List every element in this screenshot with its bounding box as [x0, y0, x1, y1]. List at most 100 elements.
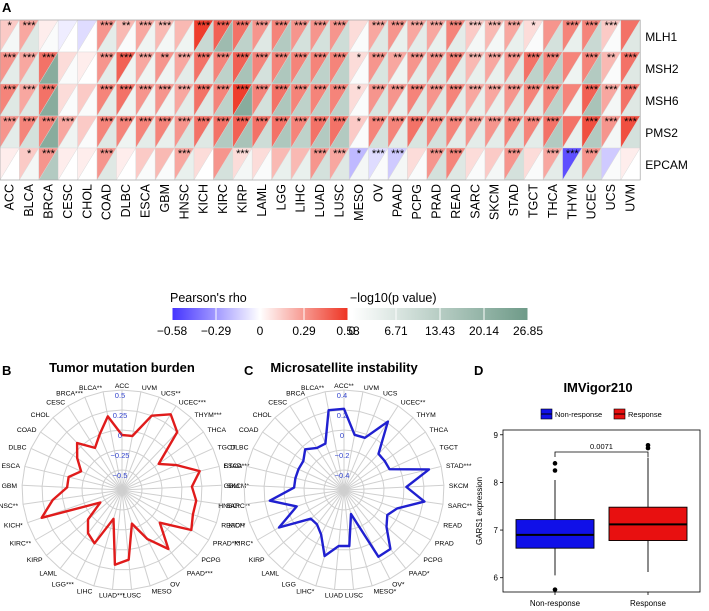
- significance-stars: ***: [23, 52, 37, 64]
- radar-ring: [283, 429, 405, 551]
- radar-title: Tumor mutation burden: [49, 360, 195, 375]
- significance-stars: ***: [624, 116, 638, 128]
- radar-spoke: [75, 489, 123, 580]
- radar-spoke: [281, 489, 345, 569]
- radar-axis-label: KICH*: [4, 522, 23, 529]
- significance-stars: **: [122, 20, 131, 32]
- radar-axis-label: KIRC**: [10, 541, 32, 548]
- pvalue-legend-title: −log10(p value): [350, 291, 437, 305]
- significance-stars: ***: [469, 116, 483, 128]
- radar-axis-label: THYM***: [195, 412, 223, 419]
- cancer-tick-label: STAD: [507, 184, 521, 216]
- radar-spoke: [343, 489, 420, 556]
- pvalue-tick-label: 26.85: [513, 324, 543, 338]
- radar-axis-label: HNSC**: [0, 503, 18, 510]
- boxplot-title: IMVigor210: [563, 380, 632, 395]
- significance-stars: **: [393, 52, 402, 64]
- significance-stars: ***: [585, 20, 599, 32]
- cancer-tick-label: CESC: [61, 184, 75, 219]
- radar-axis-label: UCS**: [161, 391, 181, 398]
- significance-stars: ***: [197, 52, 211, 64]
- radar-axis-label: COAD: [239, 427, 259, 434]
- legend-label: Response: [628, 410, 662, 419]
- x-tick-label: Response: [630, 599, 667, 608]
- significance-stars: ***: [546, 52, 560, 64]
- significance-stars: ***: [236, 20, 250, 32]
- radar-series-line: [40, 413, 201, 566]
- significance-stars: ***: [314, 84, 328, 96]
- radar-axis-label: LAML: [39, 571, 57, 578]
- significance-stars: **: [607, 52, 616, 64]
- radar-axis-label: KIRP: [27, 557, 43, 564]
- significance-stars: ***: [488, 52, 502, 64]
- rho-legend-title: Pearson's rho: [170, 291, 247, 305]
- significance-stars: ***: [585, 148, 599, 160]
- significance-stars: ***: [275, 84, 289, 96]
- radar-axis-label: PAAD*: [409, 571, 430, 578]
- significance-stars: ***: [333, 52, 347, 64]
- significance-stars: ***: [624, 52, 638, 64]
- rho-tick-label: −0.58: [157, 324, 188, 338]
- significance-stars: ***: [314, 20, 328, 32]
- significance-stars: ***: [333, 20, 347, 32]
- radar-axis-label: SKCM*: [227, 483, 250, 490]
- radar-axis-label: UCS: [383, 391, 398, 398]
- significance-stars: ***: [42, 84, 56, 96]
- p-value-label: 0.0071: [590, 442, 613, 451]
- radar-axis-label: LGG***: [52, 581, 75, 588]
- significance-stars: ***: [197, 84, 211, 96]
- significance-stars: **: [161, 52, 170, 64]
- radar-axis-label: MESO: [152, 589, 172, 596]
- gene-label: MSH2: [645, 62, 679, 76]
- significance-stars: ***: [585, 52, 599, 64]
- y-axis-label: GARS1 expression: [475, 477, 484, 545]
- radar-spoke: [343, 396, 382, 491]
- significance-stars: ***: [411, 84, 425, 96]
- radar-ring-label: −0.25: [111, 451, 130, 460]
- significance-stars: ***: [411, 116, 425, 128]
- significance-stars: ***: [197, 20, 211, 32]
- radar-ring: [41, 409, 203, 571]
- significance-stars: ***: [372, 20, 386, 32]
- significance-stars: ***: [527, 84, 541, 96]
- significance-stars: ***: [178, 148, 192, 160]
- pvalue-tick-label: 0: [349, 324, 356, 338]
- pvalue-tick-label: 6.71: [384, 324, 408, 338]
- radar-axis-label: HNSC*: [218, 503, 240, 510]
- radar-spoke: [343, 489, 391, 580]
- radar-axis-label: LUSC: [345, 593, 363, 600]
- radar-axis-label: THCA: [208, 427, 227, 434]
- significance-stars: ***: [158, 84, 172, 96]
- radar-ring-label: 0.5: [115, 391, 125, 400]
- radar-axis-label: UVM: [364, 385, 379, 392]
- radar-axis-label: ACC: [115, 383, 129, 390]
- outlier-point: [645, 442, 651, 448]
- cancer-tick-label: PRAD: [430, 184, 444, 219]
- significance-stars: ***: [314, 148, 328, 160]
- radar-ring-label: 0.2: [337, 411, 347, 420]
- radar-ring-label: −0.4: [335, 471, 350, 480]
- cancer-tick-label: BRCA: [42, 183, 56, 218]
- significance-stars: ***: [217, 84, 231, 96]
- radar-ring: [263, 409, 425, 571]
- significance-stars: ***: [566, 148, 580, 160]
- rho-tick-label: 0: [257, 324, 264, 338]
- radar-spoke: [121, 489, 169, 580]
- radar-spoke: [22, 489, 123, 505]
- significance-stars: ***: [391, 84, 405, 96]
- significance-stars: ***: [42, 52, 56, 64]
- cancer-tick-label: THYM: [565, 184, 579, 219]
- cancer-tick-label: READ: [449, 184, 463, 219]
- radar-ring: [81, 449, 163, 531]
- radar-axis-label: LIHC*: [296, 589, 314, 596]
- significance-stars: *: [357, 84, 362, 96]
- radar-axis-label: LIHC: [77, 589, 93, 596]
- significance-stars: ***: [236, 116, 250, 128]
- significance-stars: ***: [294, 116, 308, 128]
- radar-ring-label: −0.5: [113, 471, 128, 480]
- radar-spoke: [343, 489, 373, 587]
- radar-axis-label: KIRC*: [234, 541, 253, 548]
- radar-spoke: [315, 489, 345, 587]
- significance-stars: ***: [314, 52, 328, 64]
- panel-label-c: C: [244, 363, 254, 378]
